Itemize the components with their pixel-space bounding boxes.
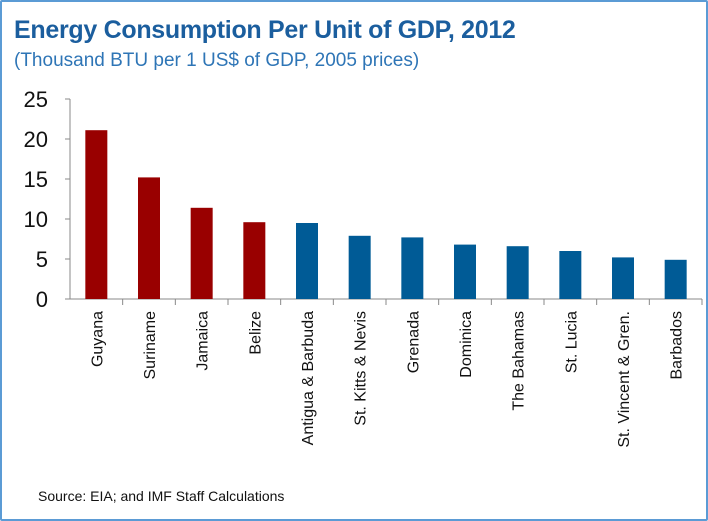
y-tick-label: 15 xyxy=(24,167,48,192)
x-category-label: Jamaica xyxy=(195,311,212,371)
x-category-label: St. Kitts & Nevis xyxy=(353,311,370,426)
x-category-label: Suriname xyxy=(142,311,159,380)
y-tick-label: 10 xyxy=(24,207,48,232)
bar-guyana xyxy=(85,130,108,299)
bar-dominica xyxy=(454,244,476,299)
x-category-label: Belize xyxy=(247,311,264,355)
y-tick-label: 25 xyxy=(24,87,48,112)
bar-st-vincent-gren- xyxy=(612,257,634,299)
x-category-label: Grenada xyxy=(405,311,422,373)
chart-subtitle: (Thousand BTU per 1 US$ of GDP, 2005 pri… xyxy=(14,50,420,71)
x-category-label: Antigua & Barbuda xyxy=(300,311,317,445)
bar-belize xyxy=(243,222,266,299)
bar-grenada xyxy=(401,237,424,299)
bar-antigua-barbuda xyxy=(296,223,318,299)
x-category-label: The Bahamas xyxy=(511,311,528,411)
y-tick-label: 0 xyxy=(36,287,48,312)
x-category-label: St. Lucia xyxy=(563,311,580,373)
source-note: Source: EIA; and IMF Staff Calculations xyxy=(38,488,285,504)
bar-suriname xyxy=(138,177,160,299)
x-category-label: Guyana xyxy=(89,311,106,367)
x-category-label: St. Vincent & Gren. xyxy=(616,311,633,448)
x-category-label: Dominica xyxy=(458,311,475,378)
bar-the-bahamas xyxy=(506,246,529,299)
y-tick-label: 20 xyxy=(24,127,48,152)
chart-title: Energy Consumption Per Unit of GDP, 2012 xyxy=(14,16,516,44)
x-category-label: Barbados xyxy=(669,311,686,380)
bar-barbados xyxy=(664,259,687,299)
bar-st-lucia xyxy=(559,251,582,299)
bar-st-kitts-nevis xyxy=(348,235,371,299)
bar-jamaica xyxy=(190,207,213,299)
y-tick-label: 5 xyxy=(36,247,48,272)
